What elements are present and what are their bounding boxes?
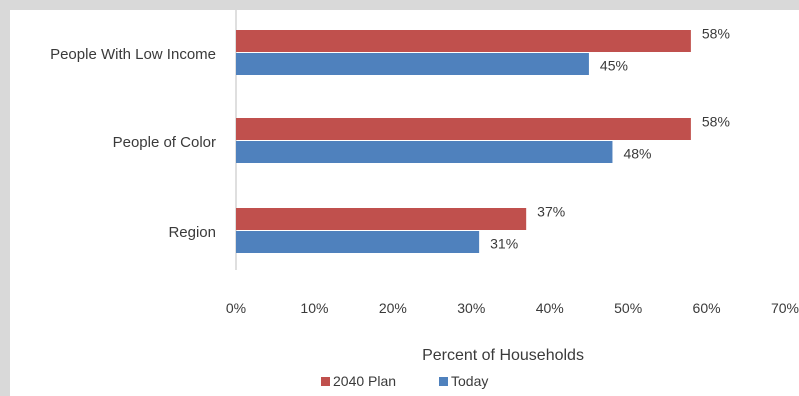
bars-layer	[236, 30, 691, 253]
x-tick-label: 30%	[457, 300, 485, 316]
legend-label: Today	[451, 373, 488, 389]
x-axis-title: Percent of Households	[422, 347, 584, 364]
data-label: 48%	[623, 146, 651, 162]
x-tick-label: 40%	[536, 300, 564, 316]
labels-layer: People With Low Income 58% 45% People of Co…	[50, 26, 730, 252]
bar-plan	[236, 30, 691, 52]
x-tick-label: 50%	[614, 300, 642, 316]
legend-swatch	[321, 377, 330, 386]
category-label: People of Color	[113, 134, 216, 151]
legend: 2040 Plan Today	[321, 373, 488, 389]
legend-swatch	[439, 377, 448, 386]
x-tick-label: 10%	[300, 300, 328, 316]
category-label: People With Low Income	[50, 46, 216, 63]
x-tick-label: 70%	[771, 300, 799, 316]
legend-label: 2040 Plan	[333, 373, 396, 389]
x-tick-label: 60%	[693, 300, 721, 316]
x-tick-label: 20%	[379, 300, 407, 316]
data-label: 37%	[537, 204, 565, 220]
bar-chart: 0% 10% 20% 30% 40% 50% 60% 70% People With Low …	[50, 10, 799, 389]
axis-layer: 0% 10% 20% 30% 40% 50% 60% 70%	[226, 10, 799, 316]
category-label: Region	[168, 224, 216, 241]
bar-plan	[236, 208, 527, 230]
data-label: 31%	[490, 236, 518, 252]
data-label: 45%	[600, 58, 628, 74]
bar-today	[236, 141, 613, 163]
data-label: 58%	[702, 114, 730, 130]
chart-panel: 0% 10% 20% 30% 40% 50% 60% 70% People With Low …	[10, 10, 799, 396]
x-tick-label: 0%	[226, 300, 246, 316]
data-label: 58%	[702, 26, 730, 42]
bar-today	[236, 53, 589, 75]
bar-plan	[236, 118, 691, 140]
bar-today	[236, 231, 480, 253]
